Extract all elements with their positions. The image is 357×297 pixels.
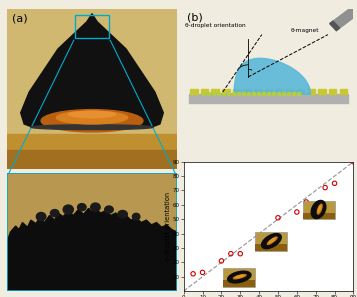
Bar xyxy=(223,280,255,287)
Ellipse shape xyxy=(105,206,113,213)
Bar xyxy=(254,89,262,94)
Bar xyxy=(190,89,198,94)
Polygon shape xyxy=(228,271,251,283)
Polygon shape xyxy=(261,234,281,249)
Polygon shape xyxy=(21,14,163,127)
Polygon shape xyxy=(330,21,340,31)
Ellipse shape xyxy=(207,92,211,96)
Bar xyxy=(340,89,347,94)
Text: (b): (b) xyxy=(187,12,203,22)
Ellipse shape xyxy=(68,111,116,118)
Ellipse shape xyxy=(269,238,275,243)
Ellipse shape xyxy=(242,92,246,96)
Text: θ-droplet orientation: θ-droplet orientation xyxy=(185,23,245,28)
Point xyxy=(256,238,262,243)
Point xyxy=(218,258,224,263)
Bar xyxy=(302,200,335,219)
Bar xyxy=(265,89,272,94)
Ellipse shape xyxy=(41,110,143,132)
Ellipse shape xyxy=(237,92,241,96)
Ellipse shape xyxy=(232,92,236,96)
Ellipse shape xyxy=(20,250,164,262)
Bar xyxy=(302,213,335,219)
Polygon shape xyxy=(330,0,357,31)
Y-axis label: θ-droplet orientation: θ-droplet orientation xyxy=(165,192,171,261)
Bar xyxy=(329,89,336,94)
Point xyxy=(228,251,234,256)
Ellipse shape xyxy=(272,92,276,96)
Point xyxy=(351,159,356,164)
Bar xyxy=(201,89,208,94)
Point xyxy=(294,210,300,214)
Ellipse shape xyxy=(233,274,246,279)
Ellipse shape xyxy=(292,92,296,96)
Ellipse shape xyxy=(282,92,286,96)
Ellipse shape xyxy=(56,111,128,124)
Point xyxy=(200,270,205,275)
Ellipse shape xyxy=(41,249,143,256)
Ellipse shape xyxy=(267,92,271,96)
Bar xyxy=(286,89,293,94)
Ellipse shape xyxy=(77,204,86,211)
Ellipse shape xyxy=(277,92,281,96)
Ellipse shape xyxy=(222,92,226,96)
Bar xyxy=(307,89,315,94)
Point xyxy=(190,271,196,276)
Ellipse shape xyxy=(267,237,277,244)
Ellipse shape xyxy=(317,204,322,214)
Ellipse shape xyxy=(63,205,73,214)
Point xyxy=(303,200,309,204)
Ellipse shape xyxy=(287,92,291,96)
Ellipse shape xyxy=(257,92,261,96)
Ellipse shape xyxy=(31,125,153,129)
Bar xyxy=(255,244,287,251)
Point xyxy=(237,251,243,256)
Bar xyxy=(233,89,240,94)
Ellipse shape xyxy=(118,211,127,218)
Text: θ-magnet: θ-magnet xyxy=(291,28,319,33)
Ellipse shape xyxy=(227,92,231,96)
Ellipse shape xyxy=(50,210,59,217)
Bar xyxy=(7,150,177,169)
Bar xyxy=(7,256,177,291)
Bar xyxy=(255,232,287,251)
Ellipse shape xyxy=(91,203,100,211)
Ellipse shape xyxy=(262,92,266,96)
Ellipse shape xyxy=(202,92,206,96)
Polygon shape xyxy=(7,208,177,291)
Polygon shape xyxy=(311,200,326,219)
Bar xyxy=(7,273,177,291)
Point xyxy=(275,215,281,220)
Bar xyxy=(318,89,326,94)
Bar xyxy=(243,89,251,94)
Ellipse shape xyxy=(318,206,321,212)
Ellipse shape xyxy=(212,92,216,96)
Polygon shape xyxy=(204,58,311,94)
Point xyxy=(322,185,328,190)
Ellipse shape xyxy=(247,92,251,96)
Bar xyxy=(189,94,348,103)
Bar xyxy=(211,89,219,94)
Bar xyxy=(75,15,109,38)
Ellipse shape xyxy=(297,92,301,96)
Point xyxy=(332,181,337,186)
Ellipse shape xyxy=(36,212,46,221)
Bar xyxy=(223,268,255,287)
Text: (a): (a) xyxy=(12,14,28,24)
Ellipse shape xyxy=(252,92,256,96)
Bar xyxy=(297,89,304,94)
Ellipse shape xyxy=(236,275,244,278)
Bar xyxy=(7,134,177,169)
Bar xyxy=(276,89,283,94)
Ellipse shape xyxy=(132,213,140,220)
Bar xyxy=(222,89,230,94)
Ellipse shape xyxy=(217,92,221,96)
